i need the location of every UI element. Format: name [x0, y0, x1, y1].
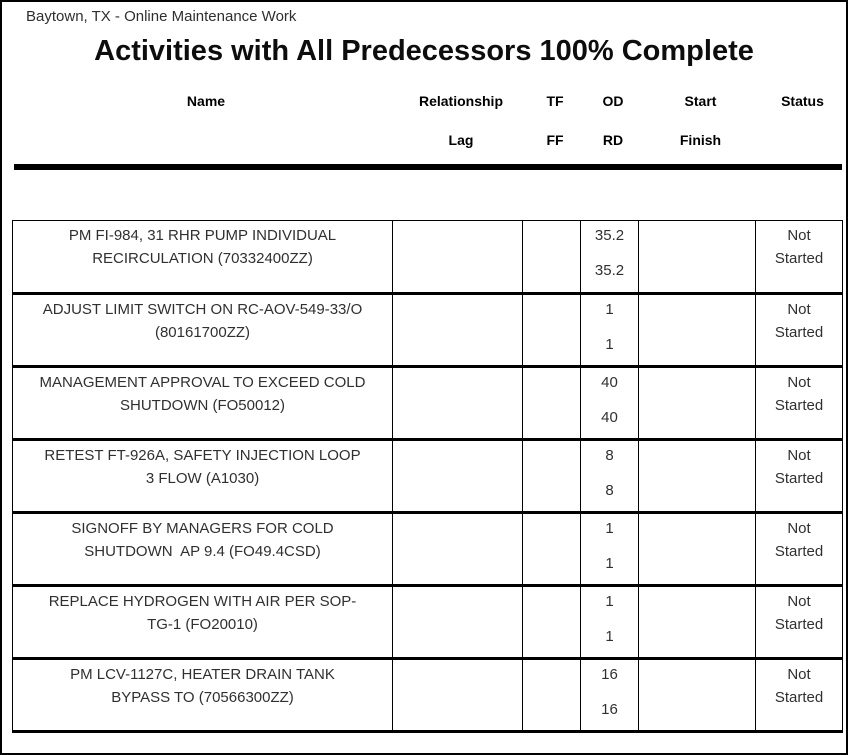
- activity-name-cell: ADJUST LIMIT SWITCH ON RC-AOV-549-33/O (…: [12, 293, 393, 367]
- start-finish-cell: [638, 366, 756, 440]
- relationship-lag-cell: [392, 293, 523, 367]
- relationship-lag-cell: [392, 512, 523, 586]
- od-value: 1: [605, 301, 614, 318]
- column-header-tf-line1: TF: [546, 93, 564, 109]
- column-header-start: Start Finish: [642, 90, 759, 151]
- column-header-tf-line2: FF: [546, 132, 564, 148]
- tf-ff-cell: [522, 220, 581, 294]
- tf-ff-cell: [522, 366, 581, 440]
- od-rd-cell: 1 1: [580, 293, 639, 367]
- start-finish-cell: [638, 293, 756, 367]
- od-value: 8: [605, 447, 614, 464]
- column-header-status-line2: [759, 129, 846, 151]
- status-cell: Not Started: [755, 366, 843, 440]
- table-row: REPLACE HYDROGEN WITH AIR PER SOP- TG-1 …: [12, 585, 843, 659]
- status-cell: Not Started: [755, 220, 843, 294]
- rd-value: 35.2: [594, 262, 625, 279]
- od-value: 40: [601, 374, 618, 391]
- tf-ff-cell: [522, 658, 581, 732]
- activity-table-body: PM FI-984, 31 RHR PUMP INDIVIDUAL RECIRC…: [12, 220, 843, 732]
- start-finish-cell: [638, 585, 756, 659]
- od-rd-cell: 1 1: [580, 585, 639, 659]
- status-cell: Not Started: [755, 512, 843, 586]
- column-header-status-line1: Status: [781, 93, 824, 109]
- report-header-label: Baytown, TX - Online Maintenance Work: [26, 8, 297, 25]
- tf-ff-cell: [522, 512, 581, 586]
- tf-ff-cell: [522, 585, 581, 659]
- start-finish-cell: [638, 658, 756, 732]
- table-row: ADJUST LIMIT SWITCH ON RC-AOV-549-33/O (…: [12, 293, 843, 367]
- tf-ff-cell: [522, 439, 581, 513]
- activity-table: PM FI-984, 31 RHR PUMP INDIVIDUAL RECIRC…: [12, 220, 843, 733]
- relationship-lag-cell: [392, 658, 523, 732]
- rd-value: 16: [601, 701, 618, 718]
- table-row: PM LCV-1127C, HEATER DRAIN TANK BYPASS T…: [12, 658, 843, 732]
- start-finish-cell: [638, 512, 756, 586]
- table-row: SIGNOFF BY MANAGERS FOR COLD SHUTDOWN AP…: [12, 512, 843, 586]
- relationship-lag-cell: [392, 585, 523, 659]
- page-title: Activities with All Predecessors 100% Co…: [94, 35, 754, 67]
- activity-name-cell: RETEST FT-926A, SAFETY INJECTION LOOP 3 …: [12, 439, 393, 513]
- rd-value: 1: [605, 555, 614, 572]
- rd-value: 1: [605, 336, 614, 353]
- status-cell: Not Started: [755, 439, 843, 513]
- column-header-name: Name: [16, 90, 396, 151]
- tf-ff-cell: [522, 293, 581, 367]
- activity-name-cell: PM FI-984, 31 RHR PUMP INDIVIDUAL RECIRC…: [12, 220, 393, 294]
- od-rd-cell: 16 16: [580, 658, 639, 732]
- start-finish-cell: [638, 439, 756, 513]
- status-cell: Not Started: [755, 293, 843, 367]
- header-rule: [14, 164, 842, 170]
- column-header-relationship-line1: Relationship: [418, 93, 503, 109]
- od-rd-cell: 1 1: [580, 512, 639, 586]
- column-header-status: Status: [759, 90, 846, 151]
- column-header-name-line1: Name: [186, 93, 226, 109]
- relationship-lag-cell: [392, 439, 523, 513]
- relationship-lag-cell: [392, 220, 523, 294]
- table-row: RETEST FT-926A, SAFETY INJECTION LOOP 3 …: [12, 439, 843, 513]
- table-row: PM FI-984, 31 RHR PUMP INDIVIDUAL RECIRC…: [12, 220, 843, 294]
- column-header-relationship: Relationship Lag: [396, 90, 526, 151]
- start-finish-cell: [638, 220, 756, 294]
- column-header-tf: TF FF: [526, 90, 584, 151]
- table-row: MANAGEMENT APPROVAL TO EXCEED COLD SHUTD…: [12, 366, 843, 440]
- column-header-start-line2: Finish: [679, 132, 722, 148]
- status-cell: Not Started: [755, 658, 843, 732]
- rd-value: 8: [605, 482, 614, 499]
- od-value: 1: [605, 593, 614, 610]
- relationship-lag-cell: [392, 366, 523, 440]
- od-value: 1: [605, 520, 614, 537]
- od-value: 35.2: [594, 227, 625, 244]
- od-value: 16: [601, 666, 618, 683]
- column-header-relationship-line2: Lag: [448, 132, 474, 148]
- activity-name-cell: MANAGEMENT APPROVAL TO EXCEED COLD SHUTD…: [12, 366, 393, 440]
- activity-name-cell: SIGNOFF BY MANAGERS FOR COLD SHUTDOWN AP…: [12, 512, 393, 586]
- od-rd-cell: 8 8: [580, 439, 639, 513]
- column-header-od-line1: OD: [602, 93, 624, 109]
- activity-name-cell: PM LCV-1127C, HEATER DRAIN TANK BYPASS T…: [12, 658, 393, 732]
- column-header-od: OD RD: [584, 90, 642, 151]
- column-header-name-line2: [16, 129, 396, 151]
- column-header-start-line1: Start: [684, 93, 717, 109]
- rd-value: 40: [601, 409, 618, 426]
- status-cell: Not Started: [755, 585, 843, 659]
- rd-value: 1: [605, 628, 614, 645]
- od-rd-cell: 40 40: [580, 366, 639, 440]
- od-rd-cell: 35.2 35.2: [580, 220, 639, 294]
- activity-name-cell: REPLACE HYDROGEN WITH AIR PER SOP- TG-1 …: [12, 585, 393, 659]
- column-header-od-line2: RD: [602, 132, 624, 148]
- column-headers: Name Relationship Lag TF FF OD RD Start …: [12, 90, 846, 151]
